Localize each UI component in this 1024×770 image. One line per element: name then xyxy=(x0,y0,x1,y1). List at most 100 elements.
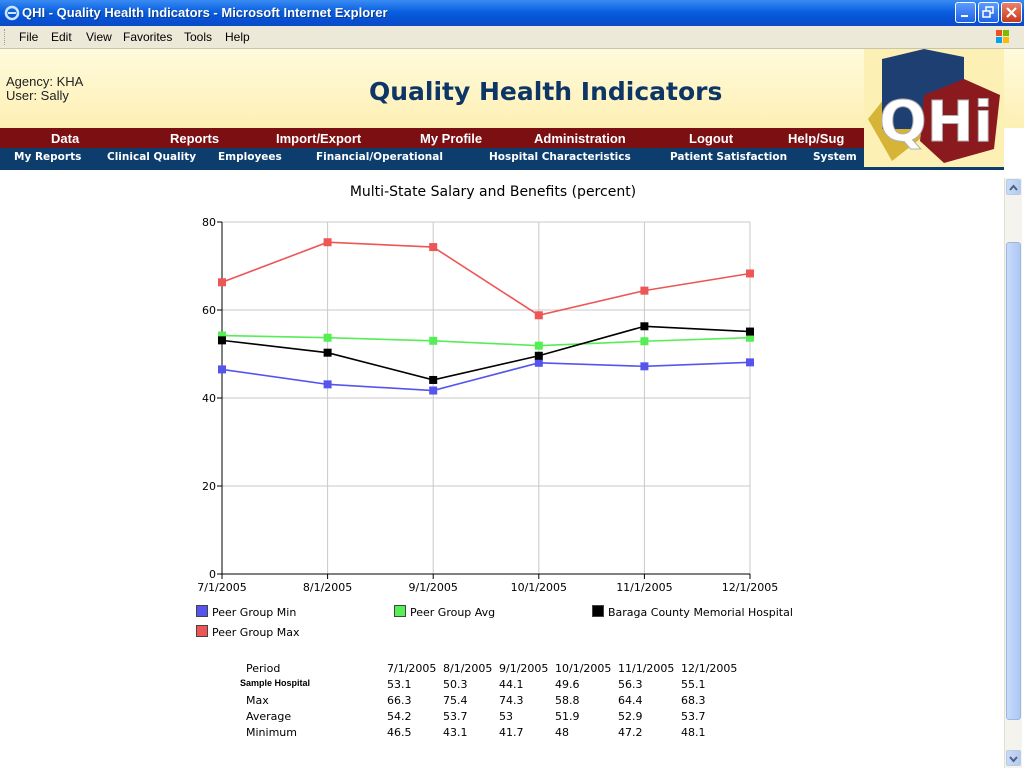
windows-logo-icon xyxy=(996,30,1009,43)
data-point xyxy=(640,362,649,371)
table-cell: 75.4 xyxy=(443,694,468,707)
subnav-financial-operational[interactable]: Financial/Operational xyxy=(316,151,443,163)
primary-nav: Data Reports Import/Export My Profile Ad… xyxy=(0,128,864,148)
table-row-label: Average xyxy=(246,710,292,723)
chart-title: Multi-State Salary and Benefits (percent… xyxy=(349,184,637,200)
nav-help-sug[interactable]: Help/Sug xyxy=(788,131,845,146)
table-cell: 53.7 xyxy=(681,710,706,723)
legend-label-avg: Peer Group Avg xyxy=(410,606,496,619)
nav-reports[interactable]: Reports xyxy=(170,131,220,146)
subnav-patient-satisfaction[interactable]: Patient Satisfaction xyxy=(670,151,788,163)
table-cell: 44.1 xyxy=(499,678,524,691)
table-header-cell: 9/1/2005 xyxy=(499,662,549,675)
legend-label-baraga: Baraga County Memorial Hospital xyxy=(608,606,793,619)
x-tick-label: 12/1/2005 xyxy=(722,581,778,594)
y-tick-label: 20 xyxy=(202,480,216,493)
nav-my-profile[interactable]: My Profile xyxy=(420,131,483,146)
subnav-hospital-characteristics[interactable]: Hospital Characteristics xyxy=(489,151,631,163)
menu-edit[interactable]: Edit xyxy=(51,30,72,44)
data-point xyxy=(640,322,649,331)
close-button[interactable] xyxy=(1001,2,1022,23)
menu-bar: File Edit View Favorites Tools Help xyxy=(0,26,1024,49)
logo-text: QHi xyxy=(879,90,993,155)
table-cell: 46.5 xyxy=(387,726,412,739)
secondary-nav: My Reports Clinical Quality Employees Fi… xyxy=(0,148,864,167)
nav-import-export[interactable]: Import/Export xyxy=(276,131,362,146)
minimize-button[interactable] xyxy=(955,2,976,23)
toolbar-grip[interactable] xyxy=(4,29,8,45)
table-header-cell: 11/1/2005 xyxy=(618,662,675,675)
data-point xyxy=(429,336,438,345)
table-cell: 41.7 xyxy=(499,726,524,739)
data-point xyxy=(746,269,754,278)
subnav-my-reports[interactable]: My Reports xyxy=(14,151,82,163)
scroll-up-button[interactable] xyxy=(1006,179,1021,195)
data-point xyxy=(746,333,754,342)
table-cell: 66.3 xyxy=(387,694,412,707)
data-point xyxy=(746,358,754,367)
page-header: Agency: KHA User: Sally Quality Health I… xyxy=(0,49,1024,128)
legend-peer-group-max: Peer Group Max xyxy=(196,625,300,639)
legend-label-max: Peer Group Max xyxy=(212,626,300,639)
table-header-cell: 10/1/2005 xyxy=(555,662,612,675)
y-tick-label: 80 xyxy=(202,216,216,229)
table-row-label: Minimum xyxy=(246,726,297,739)
restore-button[interactable] xyxy=(978,2,999,23)
data-point xyxy=(534,341,543,350)
table-cell: 53 xyxy=(499,710,513,723)
y-tick-label: 40 xyxy=(202,392,216,405)
table-cell: 56.3 xyxy=(618,678,643,691)
table-cell: 48.1 xyxy=(681,726,706,739)
series-line xyxy=(221,334,751,347)
table-cell: 53.1 xyxy=(387,678,412,691)
legend-swatch-baraga xyxy=(592,605,604,617)
table-cell: 49.6 xyxy=(555,678,580,691)
data-point xyxy=(323,238,332,247)
table-cell: 53.7 xyxy=(443,710,468,723)
menu-tools[interactable]: Tools xyxy=(184,30,213,44)
table-cell: 64.4 xyxy=(618,694,643,707)
vertical-scrollbar[interactable] xyxy=(1004,178,1022,768)
subnav-employees[interactable]: Employees xyxy=(218,151,282,163)
chevron-up-icon xyxy=(1009,184,1018,191)
ie-icon xyxy=(4,5,20,21)
data-point xyxy=(323,348,332,357)
table-row-label: Max xyxy=(246,694,269,707)
data-point xyxy=(218,365,226,374)
user-label: User: Sally xyxy=(6,88,69,103)
menu-file[interactable]: File xyxy=(19,30,39,44)
table-cell: 51.9 xyxy=(555,710,580,723)
data-point xyxy=(534,351,543,360)
x-tick-label: 7/1/2005 xyxy=(197,581,246,594)
nav-logout[interactable]: Logout xyxy=(689,131,734,146)
page-title: Quality Health Indicators xyxy=(369,77,723,106)
legend-swatch-min xyxy=(196,605,208,617)
window-titlebar[interactable]: QHI - Quality Health Indicators - Micros… xyxy=(0,0,1024,26)
legend-baraga: Baraga County Memorial Hospital xyxy=(592,605,793,619)
nav-data[interactable]: Data xyxy=(51,131,80,146)
legend-peer-group-min: Peer Group Min xyxy=(196,605,296,619)
nav-administration[interactable]: Administration xyxy=(534,131,626,146)
data-point xyxy=(218,336,226,345)
window-title: QHI - Quality Health Indicators - Micros… xyxy=(22,5,388,20)
series-line xyxy=(221,241,751,317)
table-row-label: Sample Hospital xyxy=(240,678,311,688)
legend-label-min: Peer Group Min xyxy=(212,606,297,619)
data-point xyxy=(534,311,543,320)
table-cell: 58.8 xyxy=(555,694,580,707)
table-header-cell: 12/1/2005 xyxy=(681,662,738,675)
scroll-down-button[interactable] xyxy=(1006,750,1021,766)
menu-help[interactable]: Help xyxy=(225,30,250,44)
table-cell: 48 xyxy=(555,726,569,739)
menu-view[interactable]: View xyxy=(86,30,112,44)
data-point xyxy=(323,380,332,389)
table-cell: 52.9 xyxy=(618,710,643,723)
menu-favorites[interactable]: Favorites xyxy=(123,30,173,44)
scroll-thumb[interactable] xyxy=(1006,242,1021,720)
data-point xyxy=(218,278,226,287)
table-header-cell: 8/1/2005 xyxy=(443,662,493,675)
subnav-clinical-quality[interactable]: Clinical Quality xyxy=(107,151,197,163)
subnav-system[interactable]: System xyxy=(813,151,857,163)
table-cell: 55.1 xyxy=(681,678,706,691)
data-point xyxy=(746,327,754,336)
